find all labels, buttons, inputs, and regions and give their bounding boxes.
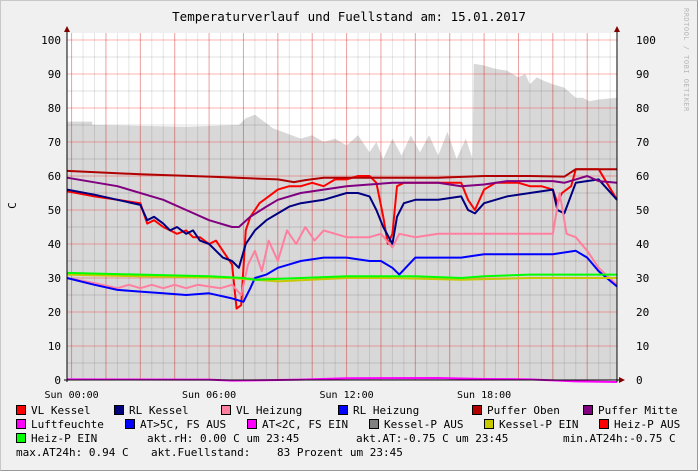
legend-swatch xyxy=(599,419,609,429)
legend-swatch xyxy=(16,419,26,429)
legend-swatch xyxy=(583,405,593,415)
y-tick-label-left: 0 xyxy=(54,374,61,387)
y-tick-label-left: 70 xyxy=(48,136,61,149)
x-tick-label: Sun 18:00 xyxy=(457,390,511,400)
legend-label: Luftfeuchte xyxy=(31,418,104,431)
legend-swatch xyxy=(16,433,26,443)
legend-swatch xyxy=(369,419,379,429)
legend-swatch xyxy=(16,405,26,415)
legend-stat-max-at: max.AT24h: 0.94 C xyxy=(16,446,129,459)
legend-label: Puffer Oben xyxy=(487,404,560,417)
legend-swatch xyxy=(221,405,231,415)
chart-plot: 0 0 10 10 20 20 30 30 40 40 50 50 60 60 70 70 80 80 90 90 10… xyxy=(41,26,656,400)
legend-swatch xyxy=(247,419,257,429)
y-tick-label-left: 80 xyxy=(48,102,61,115)
x-tick-label: Sun 12:00 xyxy=(319,390,373,400)
legend-label: VL Kessel xyxy=(31,404,91,417)
legend-entry: VL Heizung xyxy=(221,405,302,417)
y-tick-label-right: 100 xyxy=(636,34,656,47)
series-heiz-p-ein xyxy=(66,271,617,281)
legend-entry: AT>5C, FS AUS xyxy=(125,419,226,431)
chart-title: Temperaturverlauf und Fuellstand am: 15.… xyxy=(172,9,526,24)
area-fuellstand xyxy=(67,63,617,381)
legend-label: Puffer Mitte xyxy=(598,404,678,417)
y-tick-label-right: 0 xyxy=(636,374,643,387)
legend-entry: Puffer Mitte xyxy=(583,405,677,417)
legend-label: RL Kessel xyxy=(129,404,189,417)
legend-entry: AT<2C, FS EIN xyxy=(247,419,348,431)
series-vl-heizung xyxy=(66,192,618,296)
legend-entry: Kessel-P EIN xyxy=(484,419,578,431)
y-tick-label-right: 50 xyxy=(636,204,649,217)
legend-stat-fuell-value: 83 Prozent um 23:45 xyxy=(277,446,403,459)
legend-label: AT<2C, FS EIN xyxy=(262,418,349,431)
legend-swatch xyxy=(472,405,482,415)
x-axis-arrow-icon xyxy=(619,377,625,383)
legend-entry: Heiz-P EIN xyxy=(16,433,97,445)
series-kessel-p-ein xyxy=(66,273,617,283)
y-tick-label-left: 20 xyxy=(48,306,61,319)
y-tick-label-right: 80 xyxy=(636,102,649,115)
y-tick-label-left: 50 xyxy=(48,204,61,217)
y-axis-right-arrow-icon xyxy=(614,26,620,32)
series-puffer-oben xyxy=(66,168,617,184)
y-tick-label-left: 30 xyxy=(48,272,61,285)
x-tick-label: Sun 06:00 xyxy=(182,390,236,400)
y-tick-label-left: 10 xyxy=(48,340,61,353)
y-tick-label-left: 40 xyxy=(48,238,61,251)
series-rl-heizung xyxy=(66,249,618,303)
y-tick-label-left: 90 xyxy=(48,68,61,81)
y-tick-label-left: 100 xyxy=(41,34,61,47)
legend-stat-akt-rh: akt.rH: 0.00 C um 23:45 xyxy=(147,432,300,445)
legend-stat-akt-at: akt.AT:-0.75 C um 23:45 xyxy=(356,432,509,445)
legend-label: AT>5C, FS AUS xyxy=(140,418,227,431)
legend-entry: Kessel-P AUS xyxy=(369,419,463,431)
y-tick-label-left: 60 xyxy=(48,170,61,183)
y-tick-label-right: 20 xyxy=(636,306,649,319)
watermark: RRDTOOL / TOBI OETIKER xyxy=(682,8,690,112)
legend-entry: RL Kessel xyxy=(114,405,189,417)
series-vl-kessel xyxy=(66,168,618,310)
legend-entry: Puffer Oben xyxy=(472,405,560,417)
series-puffer-mitte xyxy=(66,175,618,228)
legend-entry: RL Heizung xyxy=(338,405,419,417)
legend-swatch xyxy=(338,405,348,415)
legend-swatch xyxy=(125,419,135,429)
y-tick-label-right: 40 xyxy=(636,238,649,251)
legend-label: Heiz-P AUS xyxy=(614,418,681,431)
y-tick-label-right: 10 xyxy=(636,340,649,353)
legend-label: VL Heizung xyxy=(236,404,303,417)
legend-label: Kessel-P AUS xyxy=(384,418,464,431)
legend-label: Kessel-P EIN xyxy=(499,418,579,431)
legend-stat-fuell-label: akt.Fuellstand: xyxy=(151,446,251,459)
legend-label: Heiz-P EIN xyxy=(31,432,98,445)
legend-entry: Heiz-P AUS xyxy=(599,419,680,431)
legend-entry: VL Kessel xyxy=(16,405,91,417)
legend-entry: Luftfeuchte xyxy=(16,419,104,431)
series-rl-kessel xyxy=(66,178,618,269)
legend-label: RL Heizung xyxy=(353,404,420,417)
x-tick-label: Sun 00:00 xyxy=(44,390,98,400)
y-tick-label-right: 30 xyxy=(636,272,649,285)
legend-swatch xyxy=(484,419,494,429)
y-axis-arrow-icon xyxy=(64,26,70,32)
legend-stat-min-at: min.AT24h:-0.75 C xyxy=(563,432,676,445)
y-tick-label-right: 60 xyxy=(636,170,649,183)
y-tick-label-right: 70 xyxy=(636,136,649,149)
y-tick-label-right: 90 xyxy=(636,68,649,81)
legend-swatch xyxy=(114,405,124,415)
